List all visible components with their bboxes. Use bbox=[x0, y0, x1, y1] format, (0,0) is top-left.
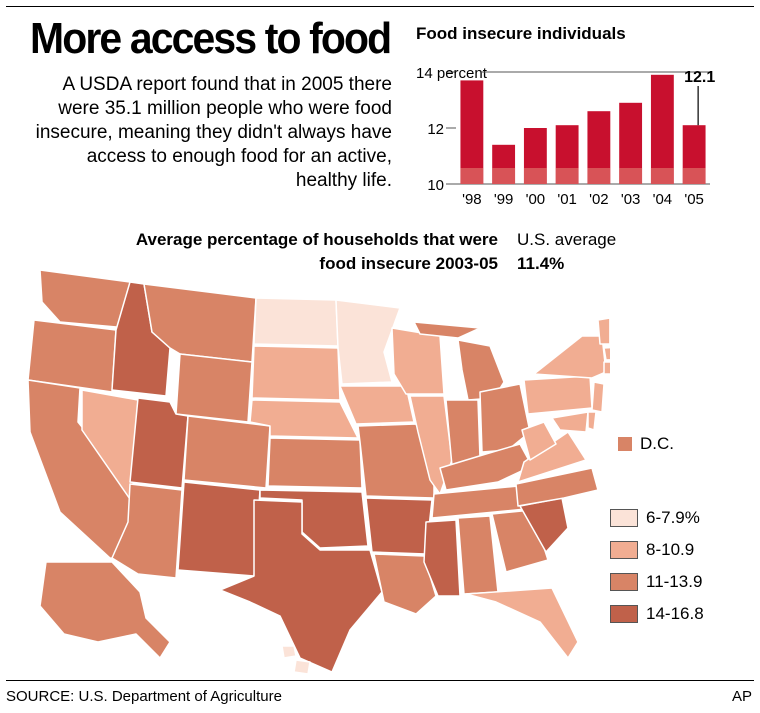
legend-label: 14-16.8 bbox=[646, 604, 704, 623]
legend-swatch bbox=[610, 605, 638, 623]
bar-chart: 10 12 14 percent '98 '99 '00 '01 '02 '03 '04 '05 12… bbox=[416, 65, 715, 208]
bar bbox=[587, 111, 611, 184]
x-tick-label: '00 bbox=[526, 191, 546, 208]
state-pennsylvania bbox=[523, 375, 593, 415]
map-title-line1: Average percentage of households that we… bbox=[135, 230, 498, 249]
source-credit: SOURCE: U.S. Department of Agriculture bbox=[6, 688, 282, 705]
state-michigan-up bbox=[413, 321, 481, 339]
top-rule bbox=[6, 6, 754, 7]
state-indiana bbox=[445, 399, 481, 467]
x-tick-label: '02 bbox=[589, 191, 609, 208]
state-nebraska bbox=[249, 399, 359, 439]
state-louisiana bbox=[373, 553, 437, 615]
map-title: Average percentage of households that we… bbox=[18, 228, 498, 276]
state-alabama bbox=[457, 515, 499, 595]
y-tick-label: 14 percent bbox=[416, 65, 488, 82]
x-tick-label: '01 bbox=[557, 191, 577, 208]
state-oregon bbox=[27, 319, 117, 393]
bar-base-shade bbox=[619, 168, 643, 184]
bar-chart-title: Food insecure individuals bbox=[416, 24, 626, 43]
bar-base-shade bbox=[682, 168, 706, 184]
state-colorado bbox=[183, 415, 271, 489]
agency-credit: AP bbox=[731, 688, 752, 705]
x-tick-label: '03 bbox=[621, 191, 641, 208]
bar bbox=[460, 80, 484, 184]
us-map bbox=[27, 269, 610, 675]
dc-key: D.C. bbox=[618, 434, 674, 454]
x-tick-label: '05 bbox=[684, 191, 704, 208]
us-average: U.S. average 11.4% bbox=[517, 228, 616, 276]
bar-base-shade bbox=[650, 168, 674, 184]
state-new-jersey bbox=[591, 381, 605, 413]
legend-label: 11-13.9 bbox=[646, 572, 703, 591]
y-tick-label: 12 bbox=[427, 121, 444, 138]
state-delaware bbox=[587, 411, 597, 431]
state-texas bbox=[219, 499, 383, 673]
state-massachusetts bbox=[603, 346, 610, 361]
legend-item: 11-13.9 bbox=[610, 570, 704, 594]
state-north-dakota bbox=[253, 297, 339, 347]
state-kansas bbox=[267, 437, 363, 489]
map-legend: 6-7.9% 8-10.9 11-13.9 14-16.8 bbox=[610, 506, 704, 634]
state-connecticut bbox=[603, 361, 610, 375]
state-minnesota bbox=[335, 299, 401, 385]
bar bbox=[619, 102, 643, 184]
state-oklahoma bbox=[259, 489, 369, 549]
legend-swatch bbox=[610, 573, 638, 591]
state-mississippi bbox=[423, 519, 461, 597]
legend-label: 6-7.9% bbox=[646, 508, 700, 527]
state-south-dakota bbox=[251, 345, 341, 401]
bar-base-shade bbox=[587, 168, 611, 184]
state-arkansas bbox=[365, 497, 433, 555]
legend-label: 8-10.9 bbox=[646, 540, 695, 559]
bar-base-shade bbox=[523, 168, 547, 184]
state-alaska bbox=[39, 561, 171, 659]
state-washington bbox=[39, 269, 131, 329]
bottom-rule bbox=[6, 680, 754, 681]
bar-base-shade bbox=[460, 168, 484, 184]
x-tick-label: '99 bbox=[494, 191, 514, 208]
state-west-virginia bbox=[521, 421, 557, 461]
state-maryland bbox=[551, 411, 589, 433]
state-wisconsin bbox=[391, 327, 445, 395]
legend-item: 8-10.9 bbox=[610, 538, 704, 562]
state-ohio bbox=[479, 383, 531, 453]
legend-swatch bbox=[610, 541, 638, 559]
bar-base-shade bbox=[555, 168, 579, 184]
bar-base-shade bbox=[492, 168, 516, 184]
headline: More access to food bbox=[30, 14, 392, 63]
state-wyoming bbox=[175, 353, 253, 423]
state-arizona bbox=[111, 483, 183, 579]
state-north-carolina bbox=[515, 467, 599, 507]
dc-swatch bbox=[618, 437, 632, 451]
map-title-line2: food insecure 2003-05 bbox=[319, 254, 498, 273]
state-vermont bbox=[597, 317, 610, 345]
state-new-mexico bbox=[177, 481, 261, 577]
us-average-value: 11.4% bbox=[517, 254, 565, 273]
annotation-label: 12.1 bbox=[684, 69, 715, 86]
bar bbox=[650, 74, 674, 184]
legend-item: 14-16.8 bbox=[610, 602, 704, 626]
legend-item: 6-7.9% bbox=[610, 506, 704, 530]
y-tick-label: 10 bbox=[427, 177, 444, 194]
dc-label: D.C. bbox=[640, 434, 674, 453]
us-average-label: U.S. average bbox=[517, 230, 617, 249]
intro-text: A USDA report found that in 2005 there w… bbox=[35, 74, 392, 191]
state-hawaii bbox=[281, 645, 311, 675]
x-tick-label: '98 bbox=[462, 191, 482, 208]
legend-swatch bbox=[610, 509, 638, 527]
state-florida bbox=[465, 587, 579, 659]
state-new-york bbox=[533, 335, 607, 379]
state-iowa bbox=[339, 385, 415, 425]
x-tick-label: '04 bbox=[653, 191, 673, 208]
lake-michigan bbox=[444, 340, 460, 392]
